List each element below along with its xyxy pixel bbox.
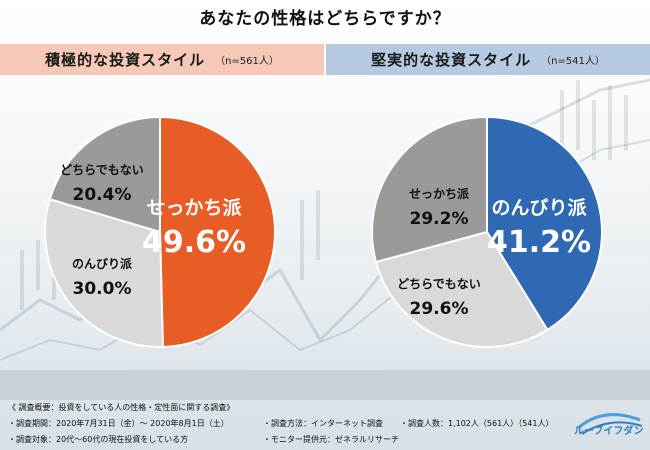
- footer-target: ・調査対象：20代～60代の現在投資をしている方: [8, 435, 189, 444]
- page-title: あなたの性格はどちらですか？: [199, 9, 451, 29]
- footer-method: ・調査方法：インターネット調査: [263, 419, 383, 428]
- slice-label: どちらでもない: [60, 163, 144, 177]
- logo-text: ルーブイフダン: [574, 426, 644, 437]
- pie-slice: [374, 230, 549, 348]
- slice-label: どちらでもない: [397, 277, 481, 291]
- slice-value-label: 30.0%: [73, 279, 132, 299]
- brand-logo: ルーブイフダン: [574, 412, 646, 442]
- logo-swoosh-icon: [577, 413, 643, 435]
- pie-slice: [48, 115, 161, 234]
- footer-period: ・調査期間：2020年7月31日（金）～ 2020年8月1日（土）: [8, 419, 229, 428]
- right-panel-title: 堅実的な投資スタイル: [371, 51, 532, 69]
- pie-slice: [486, 115, 603, 332]
- slice-value-label: 49.6%: [142, 225, 246, 260]
- right-panel-n: （n=541人）: [541, 56, 605, 67]
- footer-provider: ・モニター提供元：ゼネラルリサーチ: [263, 435, 399, 444]
- slice-value-label: 41.2%: [487, 225, 591, 260]
- slice-label: のんびり派: [72, 256, 133, 271]
- left-panel-n: （n=561人）: [215, 56, 279, 67]
- slice-label: せっかち派: [409, 187, 470, 201]
- pie-chart-steady: のんびり派 41.2% どちらでもない 29.6% せっかち派 29.2%: [371, 115, 603, 348]
- footer-count: ・調査人数：1,102人（561人）（541人）: [400, 419, 554, 428]
- slice-label: せっかち派: [146, 197, 242, 219]
- pie-chart-aggressive: せっかち派 49.6% のんびり派 30.0% どちらでもない 20.4%: [44, 115, 276, 348]
- pie-slice: [159, 115, 276, 348]
- left-panel-title: 積極的な投資スタイル: [45, 51, 206, 69]
- survey-footer: 《 調査概要：投資をしている人の性格・定性面に関する調査》 ・調査期間：2020…: [8, 400, 568, 448]
- slice-label: のんびり派: [491, 197, 587, 219]
- slice-value-label: 29.6%: [410, 299, 469, 319]
- left-panel-header: 積極的な投資スタイル （n=561人）: [0, 44, 324, 75]
- pie-slice: [44, 197, 164, 348]
- slice-value-label: 20.4%: [73, 185, 132, 205]
- slice-value-label: 29.2%: [410, 209, 469, 229]
- footer-overview: 《 調査概要：投資をしている人の性格・定性面に関する調査》: [8, 403, 235, 412]
- right-panel-header: 堅実的な投資スタイル （n=541人）: [326, 44, 650, 75]
- pie-slice: [371, 115, 488, 264]
